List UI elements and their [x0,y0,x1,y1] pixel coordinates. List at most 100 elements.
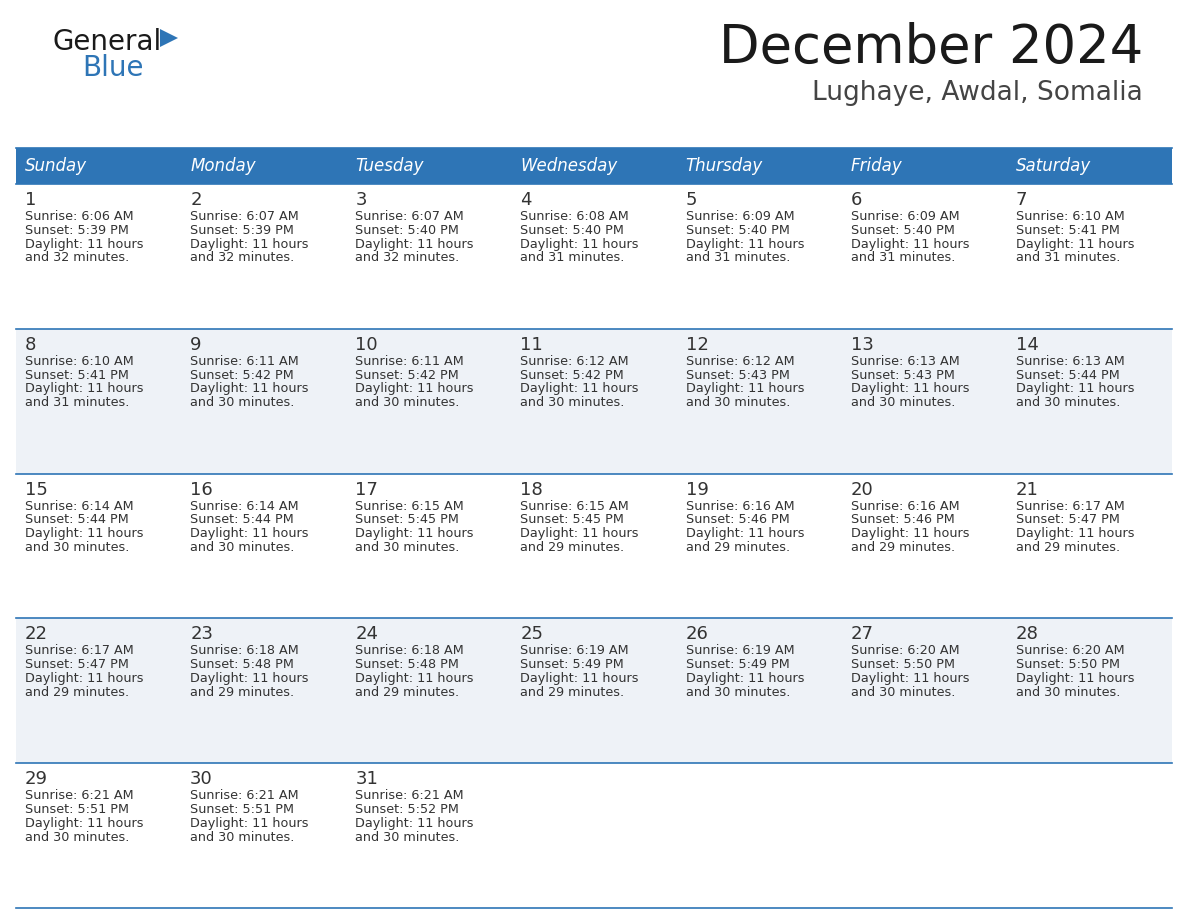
Text: Daylight: 11 hours: Daylight: 11 hours [685,383,804,396]
Text: Sunset: 5:45 PM: Sunset: 5:45 PM [520,513,625,526]
Text: Daylight: 11 hours: Daylight: 11 hours [355,527,474,540]
Text: Sunrise: 6:15 AM: Sunrise: 6:15 AM [520,499,630,512]
Text: 6: 6 [851,191,862,209]
Text: 27: 27 [851,625,873,644]
Text: 4: 4 [520,191,532,209]
Text: Sunset: 5:52 PM: Sunset: 5:52 PM [355,803,459,816]
Text: Daylight: 11 hours: Daylight: 11 hours [685,527,804,540]
Text: 30: 30 [190,770,213,789]
Text: Sunrise: 6:17 AM: Sunrise: 6:17 AM [1016,499,1125,512]
Text: Daylight: 11 hours: Daylight: 11 hours [355,238,474,251]
Text: General: General [52,28,162,56]
Text: 15: 15 [25,481,48,498]
Text: Daylight: 11 hours: Daylight: 11 hours [1016,383,1135,396]
Text: and 30 minutes.: and 30 minutes. [851,397,955,409]
Text: Daylight: 11 hours: Daylight: 11 hours [685,238,804,251]
Bar [346,148,511,184]
Text: Daylight: 11 hours: Daylight: 11 hours [355,817,474,830]
Text: Sunrise: 6:15 AM: Sunrise: 6:15 AM [355,499,465,512]
Text: 16: 16 [190,481,213,498]
Bar [15,763,1173,908]
Text: Sunrise: 6:14 AM: Sunrise: 6:14 AM [25,499,133,512]
Text: Sunset: 5:49 PM: Sunset: 5:49 PM [520,658,624,671]
Text: Sunset: 5:41 PM: Sunset: 5:41 PM [1016,224,1120,237]
Text: and 30 minutes.: and 30 minutes. [1016,686,1120,699]
Text: Sunrise: 6:08 AM: Sunrise: 6:08 AM [520,210,630,223]
Text: 10: 10 [355,336,378,353]
Text: Sunset: 5:43 PM: Sunset: 5:43 PM [851,369,955,382]
Text: Friday: Friday [851,157,903,175]
Text: Sunrise: 6:21 AM: Sunrise: 6:21 AM [190,789,298,802]
Text: Sunset: 5:43 PM: Sunset: 5:43 PM [685,369,790,382]
Text: 11: 11 [520,336,543,353]
Text: Daylight: 11 hours: Daylight: 11 hours [190,238,309,251]
Text: and 31 minutes.: and 31 minutes. [851,252,955,264]
Text: Sunset: 5:51 PM: Sunset: 5:51 PM [190,803,295,816]
Text: and 30 minutes.: and 30 minutes. [190,831,295,844]
Text: Daylight: 11 hours: Daylight: 11 hours [851,527,969,540]
Text: Daylight: 11 hours: Daylight: 11 hours [851,238,969,251]
Text: Sunrise: 6:11 AM: Sunrise: 6:11 AM [355,354,465,368]
Bar [15,148,181,184]
Text: Sunrise: 6:16 AM: Sunrise: 6:16 AM [685,499,795,512]
Text: Sunset: 5:49 PM: Sunset: 5:49 PM [685,658,789,671]
Bar [1007,148,1173,184]
Text: 31: 31 [355,770,378,789]
Text: and 29 minutes.: and 29 minutes. [851,541,955,554]
Text: Daylight: 11 hours: Daylight: 11 hours [355,672,474,685]
Text: Sunset: 5:44 PM: Sunset: 5:44 PM [25,513,128,526]
Text: Monday: Monday [190,157,255,175]
Text: 29: 29 [25,770,48,789]
Text: Sunset: 5:40 PM: Sunset: 5:40 PM [685,224,790,237]
Text: Thursday: Thursday [685,157,763,175]
Text: and 30 minutes.: and 30 minutes. [685,686,790,699]
Text: Sunrise: 6:07 AM: Sunrise: 6:07 AM [190,210,299,223]
Text: Sunset: 5:42 PM: Sunset: 5:42 PM [520,369,624,382]
Text: 12: 12 [685,336,708,353]
Bar [511,148,677,184]
Text: Daylight: 11 hours: Daylight: 11 hours [1016,672,1135,685]
Text: Sunset: 5:46 PM: Sunset: 5:46 PM [851,513,954,526]
Text: and 29 minutes.: and 29 minutes. [355,686,460,699]
Text: 28: 28 [1016,625,1038,644]
Text: and 29 minutes.: and 29 minutes. [685,541,790,554]
Text: Daylight: 11 hours: Daylight: 11 hours [851,672,969,685]
Text: Sunset: 5:51 PM: Sunset: 5:51 PM [25,803,129,816]
Text: Sunday: Sunday [25,157,87,175]
Text: Sunset: 5:48 PM: Sunset: 5:48 PM [190,658,293,671]
Text: and 29 minutes.: and 29 minutes. [520,541,625,554]
Text: Sunrise: 6:18 AM: Sunrise: 6:18 AM [355,644,465,657]
Text: and 30 minutes.: and 30 minutes. [520,397,625,409]
Text: Lughaye, Awdal, Somalia: Lughaye, Awdal, Somalia [813,80,1143,106]
Text: 7: 7 [1016,191,1028,209]
Text: Daylight: 11 hours: Daylight: 11 hours [520,238,639,251]
Text: 23: 23 [190,625,213,644]
Text: Sunrise: 6:19 AM: Sunrise: 6:19 AM [685,644,795,657]
Text: Sunset: 5:44 PM: Sunset: 5:44 PM [190,513,293,526]
Text: Daylight: 11 hours: Daylight: 11 hours [520,672,639,685]
Text: Sunrise: 6:11 AM: Sunrise: 6:11 AM [190,354,299,368]
Text: Daylight: 11 hours: Daylight: 11 hours [851,383,969,396]
Text: Sunrise: 6:17 AM: Sunrise: 6:17 AM [25,644,134,657]
Text: Sunset: 5:42 PM: Sunset: 5:42 PM [355,369,459,382]
Polygon shape [160,29,178,47]
Text: Sunset: 5:41 PM: Sunset: 5:41 PM [25,369,128,382]
Bar [15,184,1173,329]
Text: 8: 8 [25,336,37,353]
Text: 24: 24 [355,625,378,644]
Text: Daylight: 11 hours: Daylight: 11 hours [25,672,144,685]
Text: Blue: Blue [82,54,144,82]
Text: Daylight: 11 hours: Daylight: 11 hours [685,672,804,685]
Bar [15,329,1173,474]
Text: Sunrise: 6:07 AM: Sunrise: 6:07 AM [355,210,465,223]
Text: 14: 14 [1016,336,1038,353]
Text: Sunset: 5:39 PM: Sunset: 5:39 PM [190,224,293,237]
Text: 19: 19 [685,481,708,498]
Text: Sunset: 5:40 PM: Sunset: 5:40 PM [355,224,459,237]
Text: 5: 5 [685,191,697,209]
Text: and 29 minutes.: and 29 minutes. [190,686,295,699]
Text: Sunset: 5:42 PM: Sunset: 5:42 PM [190,369,293,382]
Text: 18: 18 [520,481,543,498]
Text: and 30 minutes.: and 30 minutes. [25,541,129,554]
Text: Sunrise: 6:10 AM: Sunrise: 6:10 AM [25,354,134,368]
